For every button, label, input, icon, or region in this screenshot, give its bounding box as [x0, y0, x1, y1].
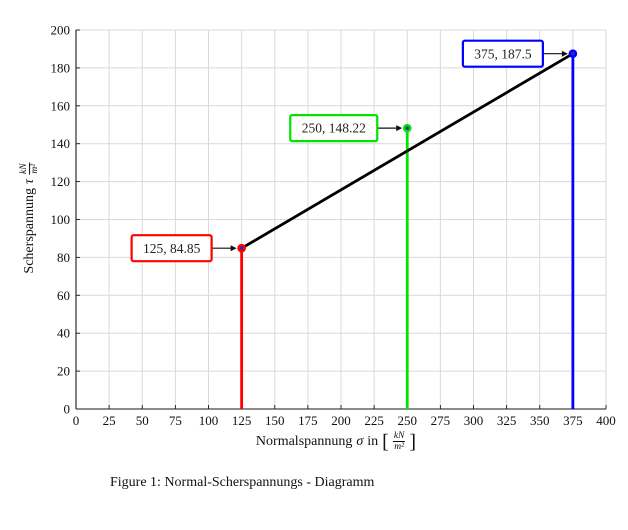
data-point-core-250	[405, 126, 410, 130]
y-tick-label: 100	[51, 212, 71, 227]
x-tick-label: 75	[169, 413, 182, 428]
y-tick-label: 160	[51, 98, 71, 113]
x-axis-label-conj: in	[367, 433, 379, 449]
data-point-core-375	[571, 51, 575, 56]
y-tick-label: 80	[57, 250, 70, 265]
x-tick-label: 300	[464, 413, 484, 428]
normal-shear-stress-chart: 0 25 50 75 100 125 150 175 200 225 250 275 300 325 350…	[51, 23, 616, 429]
annotation-box-375	[461, 39, 544, 68]
x-tick-label: 100	[199, 413, 219, 428]
annotation-arrowhead-250	[396, 125, 403, 132]
x-axis-label-text: Normalspannung	[255, 433, 353, 449]
x-tick-label: 225	[364, 413, 384, 428]
x-axis-unit-fraction: kN m²	[392, 431, 406, 453]
x-axis-unit-numerator: kN	[392, 431, 406, 443]
x-tick-label: 0	[73, 413, 80, 428]
x-tick-label: 275	[431, 413, 451, 428]
y-tick-label: 40	[57, 326, 70, 341]
y-tick-label: 140	[51, 136, 71, 151]
x-tick-label: 250	[398, 413, 418, 428]
annotation-box-250	[289, 114, 379, 143]
y-tick-label: 200	[51, 23, 71, 38]
y-tick-label: 0	[64, 402, 71, 417]
annotation-label-250: 250, 148.22	[302, 121, 366, 136]
annotation-arrowhead-375	[561, 50, 568, 57]
y-axis-label: Scherspannung τ kN m²	[19, 162, 41, 274]
y-axis-unit-numerator: kN	[19, 162, 31, 175]
y-axis-unit-denominator: m²	[30, 163, 41, 174]
tau-symbol: τ	[22, 179, 37, 185]
x-tick-label: 350	[530, 413, 550, 428]
x-tick-label: 125	[232, 413, 252, 428]
x-tick-label: 325	[497, 413, 517, 428]
annotation-arrowhead-125	[230, 245, 237, 252]
x-tick-label: 375	[563, 413, 583, 428]
figure-caption: Figure 1: Normal-Scherspannungs - Diagra…	[110, 475, 375, 490]
y-tick-label: 180	[51, 60, 71, 75]
data-point-core-125	[239, 246, 244, 251]
y-tick-label: 60	[57, 288, 70, 303]
annotation-box-125	[130, 234, 213, 263]
x-tick-label: 400	[596, 413, 616, 428]
y-tick-label: 120	[51, 174, 71, 189]
x-tick-label: 25	[103, 413, 116, 428]
x-axis-bracket-close: ]	[409, 430, 417, 453]
failure-envelope-line	[240, 52, 575, 250]
x-tick-label: 150	[265, 413, 285, 428]
x-tick-label: 50	[136, 413, 149, 428]
x-tick-label: 200	[331, 413, 351, 428]
x-axis-bracket-open: [	[382, 430, 389, 453]
annotation-label-375: 375, 187.5	[474, 46, 532, 61]
sigma-symbol: σ	[356, 433, 364, 449]
y-axis-label-text: Scherspannung	[22, 188, 37, 274]
x-axis-unit-denominator: m²	[394, 442, 404, 453]
x-axis-label: Normalspannung σ in [ kN m² ]	[256, 431, 416, 453]
y-tick-label: 20	[57, 364, 70, 379]
annotation-label-125: 125, 84.85	[143, 241, 201, 256]
y-axis-unit-fraction: kN m²	[19, 162, 41, 175]
x-tick-label: 175	[298, 413, 318, 428]
